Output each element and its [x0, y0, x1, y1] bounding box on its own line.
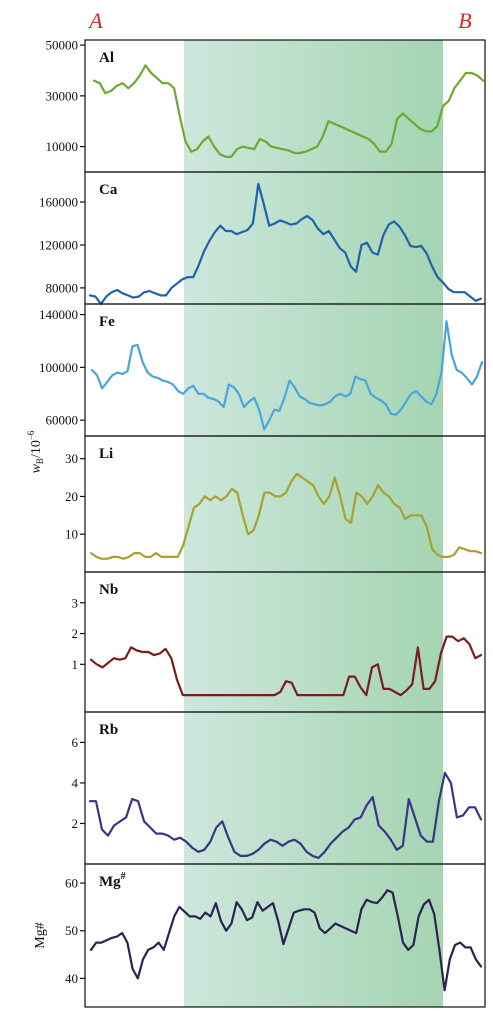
panel-label-text-li: Li	[99, 446, 113, 462]
panel-label-text-fe: Fe	[99, 314, 115, 330]
y-axis-title-sub: B	[35, 458, 45, 464]
y-tick-label-li-0: 10	[65, 527, 78, 542]
series-line-rb	[88, 771, 483, 860]
y-tick-label-nb-1: 2	[72, 626, 79, 641]
panel-label-text-ca: Ca	[99, 182, 118, 198]
series-line-fe	[90, 320, 484, 431]
y-tick-label-mg-0: 40	[65, 971, 78, 986]
y-tick-label-ca-2: 160000	[39, 195, 78, 210]
y-axis-title-rest: /10	[29, 440, 44, 458]
y-tick-label-al-0: 10000	[46, 139, 79, 154]
y-axis-title-sup: −6	[26, 430, 36, 440]
panel-label-rb: Rb	[99, 722, 118, 738]
panel-label-text-mg: Mg	[99, 874, 121, 890]
panel-label-mg: Mg#	[99, 871, 126, 890]
series-line-li	[89, 472, 483, 560]
panel-label-nb: Nb	[99, 582, 118, 598]
panel-label-text-al: Al	[99, 50, 114, 66]
panel-label-fe: Fe	[99, 314, 115, 330]
y-tick-label-nb-2: 3	[72, 595, 79, 610]
series-line-nb	[89, 635, 483, 697]
y-tick-label-nb-0: 1	[72, 657, 79, 672]
y-tick-label-al-1: 30000	[46, 88, 79, 103]
y-tick-label-mg-1: 50	[65, 923, 78, 938]
corner-label-a: A	[87, 8, 103, 33]
y-tick-label-fe-1: 100000	[39, 360, 78, 375]
panel-label-sup-mg: #	[121, 871, 126, 882]
panels-group: 10000 30000 50000 Al 80000 120000 160000 Ca 6000…	[33, 38, 486, 1008]
y-tick-label-fe-0: 60000	[46, 413, 79, 428]
y-tick-label-rb-2: 6	[72, 735, 79, 750]
y-tick-label-li-1: 20	[65, 489, 78, 504]
panel-label-text-nb: Nb	[99, 582, 118, 598]
panel-frame-mg	[84, 863, 486, 1008]
series-line-mg	[89, 889, 483, 992]
series-line-ca	[88, 182, 483, 306]
y-tick-label-ca-1: 120000	[39, 237, 78, 252]
y-tick-label-rb-0: 2	[72, 816, 79, 831]
y-tick-label-mg-2: 60	[65, 876, 78, 891]
y-tick-label-rb-1: 4	[72, 775, 79, 790]
y-axis-label-mg: Mg#	[33, 922, 48, 948]
highlight-band	[184, 40, 443, 1007]
y-tick-label-fe-2: 140000	[39, 307, 78, 322]
y-tick-label-ca-0: 80000	[46, 280, 79, 295]
panel-label-text-rb: Rb	[99, 722, 118, 738]
panel-label-li: Li	[99, 446, 113, 462]
panel-label-al: Al	[99, 50, 114, 66]
corner-label-b: B	[458, 8, 471, 33]
y-axis-title: wB/10−6	[26, 430, 45, 473]
y-tick-label-al-2: 50000	[46, 38, 79, 53]
panel-label-ca: Ca	[99, 182, 118, 198]
series-line-al	[92, 64, 485, 158]
y-axis-title-main: w	[29, 463, 44, 473]
y-tick-label-li-2: 30	[65, 451, 78, 466]
